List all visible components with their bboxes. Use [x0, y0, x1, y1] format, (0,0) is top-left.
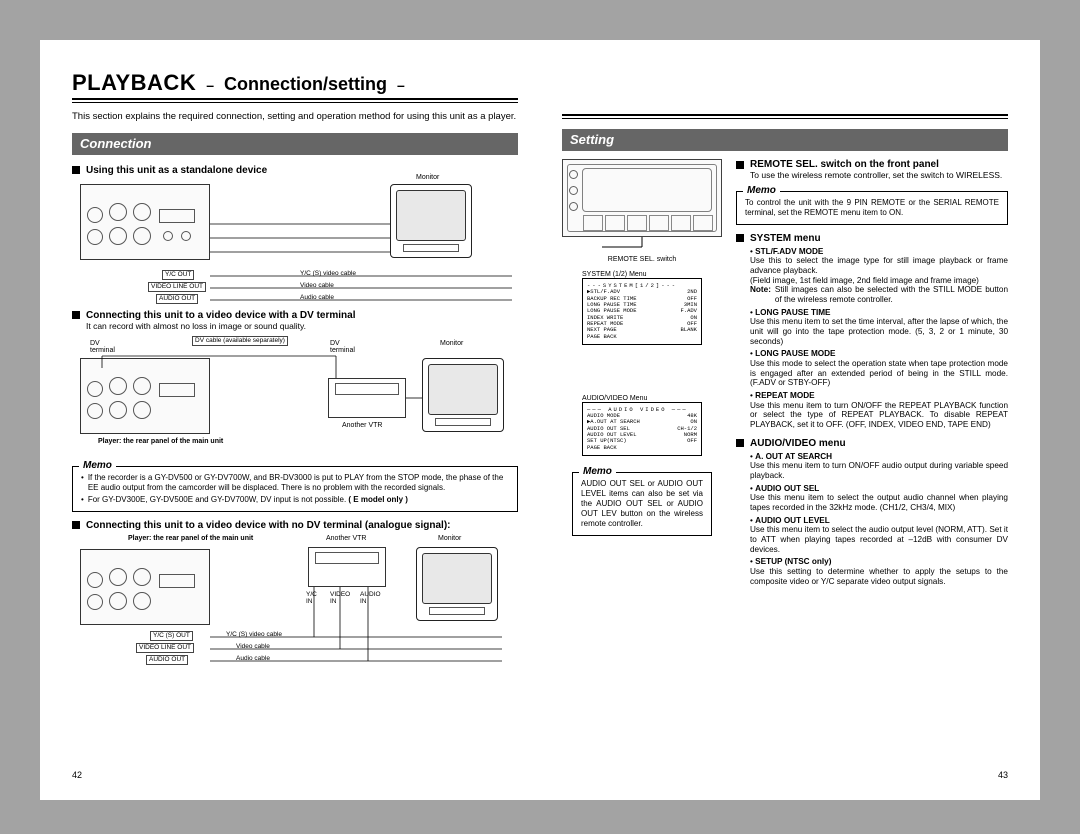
- page-42: PLAYBACK – Connection/setting – This sec…: [40, 40, 540, 800]
- menu-item: • AUDIO OUT SELUse this menu item to sel…: [750, 484, 1008, 513]
- page-number-right: 43: [998, 770, 1008, 780]
- page-title-row: PLAYBACK – Connection/setting –: [72, 70, 518, 96]
- section-connection: Connection: [72, 133, 518, 155]
- memo-av: Memo AUDIO OUT SEL or AUDIO OUT LEVEL it…: [572, 472, 712, 536]
- front-panel-drawing: [562, 159, 722, 237]
- menu-item: • REPEAT MODEUse this menu item to turn …: [750, 391, 1008, 430]
- title-main: PLAYBACK: [72, 70, 196, 96]
- menu-item: • SETUP (NTSC only)Use this setting to d…: [750, 557, 1008, 586]
- menu-item: • A. OUT AT SEARCHUse this menu item to …: [750, 452, 1008, 481]
- menu-item: • AUDIO OUT LEVELUse this menu item to s…: [750, 516, 1008, 555]
- av-menu-heading: AUDIO/VIDEO menu: [736, 438, 1008, 449]
- menu-item: • STL/F.ADV MODEUse this to select the i…: [750, 247, 1008, 305]
- memo-remote: Memo To control the unit with the 9 PIN …: [736, 191, 1008, 225]
- diagram-standalone: Monitor Y/C OUT Y/C (S) video cable VIDE…: [72, 180, 518, 302]
- page-43: Setting: [540, 40, 1040, 800]
- diagram-analogue: Player: the rear panel of the main unit …: [72, 535, 518, 670]
- menu-item: • LONG PAUSE TIMEUse this menu item to s…: [750, 308, 1008, 347]
- remote-sel-heading: REMOTE SEL. switch on the front panel: [736, 159, 1008, 170]
- setting-left-col: REMOTE SEL. switch SYSTEM (1/2) Menu ---…: [562, 159, 722, 586]
- setting-right-col: REMOTE SEL. switch on the front panel To…: [736, 159, 1008, 586]
- diagram-dv: DV terminal DV cable (available separate…: [72, 336, 518, 456]
- memo-dv: Memo •If the recorder is a GY-DV500 or G…: [72, 466, 518, 512]
- conn-h2: Connecting this unit to a video device w…: [72, 310, 518, 321]
- av-menu-screen: ─── AUDIO VIDEO ─── AUDIO MODE48K▶A.OUT …: [582, 402, 702, 456]
- manual-spread: PLAYBACK – Connection/setting – This sec…: [40, 40, 1040, 800]
- conn-h3: Connecting this unit to a video device w…: [72, 520, 518, 531]
- title-sub: Connection/setting: [224, 74, 387, 95]
- section-setting: Setting: [562, 129, 1008, 151]
- conn-h1: Using this unit as a standalone device: [72, 165, 518, 176]
- system-menu-heading: SYSTEM menu: [736, 233, 1008, 244]
- intro-text: This section explains the required conne…: [72, 111, 518, 123]
- menu-item: • LONG PAUSE MODEUse this mode to select…: [750, 349, 1008, 388]
- page-number-left: 42: [72, 770, 82, 780]
- system-menu-screen: ---SYSTEM[1/2]--- ▶STL/F.ADV2NDBACKUP RE…: [582, 278, 702, 345]
